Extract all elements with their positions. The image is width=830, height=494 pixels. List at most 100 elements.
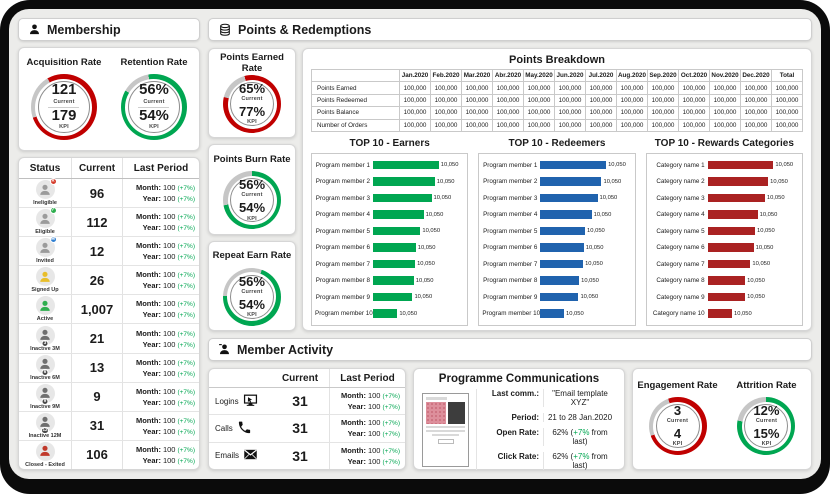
gauge-values: 56% Current 54% KPI xyxy=(230,177,274,223)
status-label: Eligible xyxy=(35,229,55,236)
status-cell: Closed - Exited xyxy=(19,441,71,469)
period-delta: (+7%) xyxy=(177,243,195,251)
status-last-period: Month: 100 (+7%) Year: 100 (+7%) xyxy=(123,324,199,352)
breakdown-value-cell: 100,000 xyxy=(678,106,710,120)
period-line: Year: 100 (+7%) xyxy=(123,340,195,349)
period-delta: (+7%) xyxy=(177,225,195,233)
bar xyxy=(707,292,746,302)
monitor-icon xyxy=(243,393,258,410)
bar-category-label: Program member 9 xyxy=(483,293,538,301)
bar-row: Program member 8 10,050 xyxy=(315,274,464,287)
period-line: Month: 100 (+7%) xyxy=(123,183,195,192)
breakdown-value-cell: 100,000 xyxy=(585,81,617,95)
bar xyxy=(373,193,432,203)
period-key: Year: xyxy=(347,402,366,412)
period-value: 100 xyxy=(162,357,176,367)
field-value: 21 to 28 Jan.2020 xyxy=(543,413,616,422)
period-key: Year: xyxy=(347,456,366,466)
bar-category-label: Program member 10 xyxy=(482,310,541,318)
status-last-period: Month: 100 (+7%) Year: 100 (+7%) xyxy=(123,208,199,236)
status-person-icon xyxy=(35,296,55,316)
communication-field: Last comm.: "Email template XYZ" xyxy=(481,389,616,407)
period-value: 100 xyxy=(367,418,381,428)
bar-category-label: Program member 7 xyxy=(483,260,538,268)
period-line: Year: 100 (+7%) xyxy=(123,398,195,407)
bar-value-label: 10,050 xyxy=(436,178,455,185)
bar-category-label: Program member 8 xyxy=(315,277,370,285)
status-cell: 6 Inactive 6M xyxy=(19,354,71,382)
status-current-value: 9 xyxy=(71,382,123,411)
envelope-icon xyxy=(243,447,258,464)
status-label: Invited xyxy=(36,258,54,265)
status-badge: 6 xyxy=(41,368,49,376)
bar-value-label: 10,050 xyxy=(755,244,774,251)
breakdown-corner-cell xyxy=(311,68,400,83)
breakdown-row: Points Earned 100,000 100,000 100,000 100,00… xyxy=(311,81,803,95)
gauge-current-value: 56% xyxy=(238,177,266,193)
period-line: Year: 100 (+7%) xyxy=(123,223,195,232)
bar-row: Category name 8 10,050 xyxy=(650,274,799,287)
gauge-values: 12% Current 15% KPI xyxy=(744,404,789,448)
period-key: Month: xyxy=(135,357,161,367)
bar-row: Program member 1 10,050 xyxy=(482,159,631,172)
chart-plot-area: Category name 1 10,050 Category name 2 10,0… xyxy=(645,152,803,326)
breakdown-value-cell: 100,000 xyxy=(647,93,679,108)
status-badge: 12 xyxy=(40,426,50,434)
bar xyxy=(373,259,416,269)
period-line: Month: 100 (+7%) xyxy=(330,446,400,455)
bar-row: Category name 3 10,050 xyxy=(650,192,799,205)
communications-title: Programme Communications xyxy=(438,373,600,385)
field-value: 62% (+7% from last) xyxy=(543,452,616,470)
member-activity-title: Member Activity xyxy=(237,342,334,357)
gauge-points-burn-rate: Points Burn Rate 56% Current 54% KPI xyxy=(213,149,291,230)
period-delta: (+7%) xyxy=(382,393,400,401)
period-line: Year: 100 (+7%) xyxy=(123,252,195,261)
period-line: Month: 100 (+7%) xyxy=(123,416,195,425)
bar-value-label: 10,050 xyxy=(770,178,788,185)
field-value: 62% (+7% from last) xyxy=(543,428,616,446)
bar xyxy=(540,259,584,269)
breakdown-value-cell: 100,000 xyxy=(492,81,524,95)
period-value: 100 xyxy=(367,391,381,401)
gauge-acquisition-rate: Acquisition Rate 121 Current 179 KPI xyxy=(27,52,101,146)
bar-value-label: 10,050 xyxy=(747,294,765,301)
period-value: 100 xyxy=(162,270,176,280)
points-header: Points & Redemptions xyxy=(208,18,812,41)
bar-row: Category name 2 10,050 xyxy=(650,175,799,188)
status-last-period: Month: 100 (+7%) Year: 100 (+7%) xyxy=(123,266,199,294)
bar xyxy=(707,276,746,285)
bar xyxy=(540,210,592,219)
period-delta: (+7%) xyxy=(177,196,195,204)
period-value: 100 xyxy=(162,281,176,291)
breakdown-value-cell: 100,000 xyxy=(430,118,462,132)
bar-category-label: Program member 5 xyxy=(315,227,370,235)
gauge-kpi-value: 15% xyxy=(753,426,780,441)
gauge-kpi-value: 77% xyxy=(238,104,266,120)
bar-value-label: 10,050 xyxy=(757,228,775,235)
breakdown-column-header: Mar.2020 xyxy=(461,68,493,83)
membership-title: Membership xyxy=(47,22,121,37)
status-person-icon xyxy=(35,441,55,461)
top10-redeemers-chart: TOP 10 - Redeemers Program member 1 10,05… xyxy=(478,138,636,326)
bar-category-label: Program member 10 xyxy=(315,310,373,318)
status-last-period: Month: 100 (+7%) Year: 100 (+7%) xyxy=(123,383,199,411)
period-line: Month: 100 (+7%) xyxy=(123,445,195,454)
activity-current-value: 31 xyxy=(292,393,308,410)
period-key: Month: xyxy=(340,445,366,455)
breakdown-value-cell: 100,000 xyxy=(585,93,617,108)
status-cell: 3 Inactive 3M xyxy=(19,324,71,352)
bar-category-label: Category name 3 xyxy=(656,194,705,202)
breakdown-value-cell: 100,000 xyxy=(585,118,617,132)
period-value: 100 xyxy=(162,241,176,251)
bar-value-label: 10,050 xyxy=(759,211,778,218)
membership-status-row: ✉ Invited 12 Month: 100 (+7%) Year: 100 (+7%) xyxy=(19,236,199,267)
membership-status-row: 3 Inactive 3M 21 Month: 100 (+7%) Year: 100 (+7%… xyxy=(19,324,199,354)
breakdown-value-cell: 100,000 xyxy=(399,118,431,132)
breakdown-value-cell: 100,000 xyxy=(771,93,803,108)
breakdown-value-cell: 100,000 xyxy=(461,93,493,108)
bar-row: Category name 7 10,050 xyxy=(650,258,799,271)
bar xyxy=(707,309,732,318)
period-value: 100 xyxy=(367,402,381,412)
bar-row: Program member 7 10,050 xyxy=(315,258,464,271)
breakdown-value-cell: 100,000 xyxy=(740,81,772,95)
